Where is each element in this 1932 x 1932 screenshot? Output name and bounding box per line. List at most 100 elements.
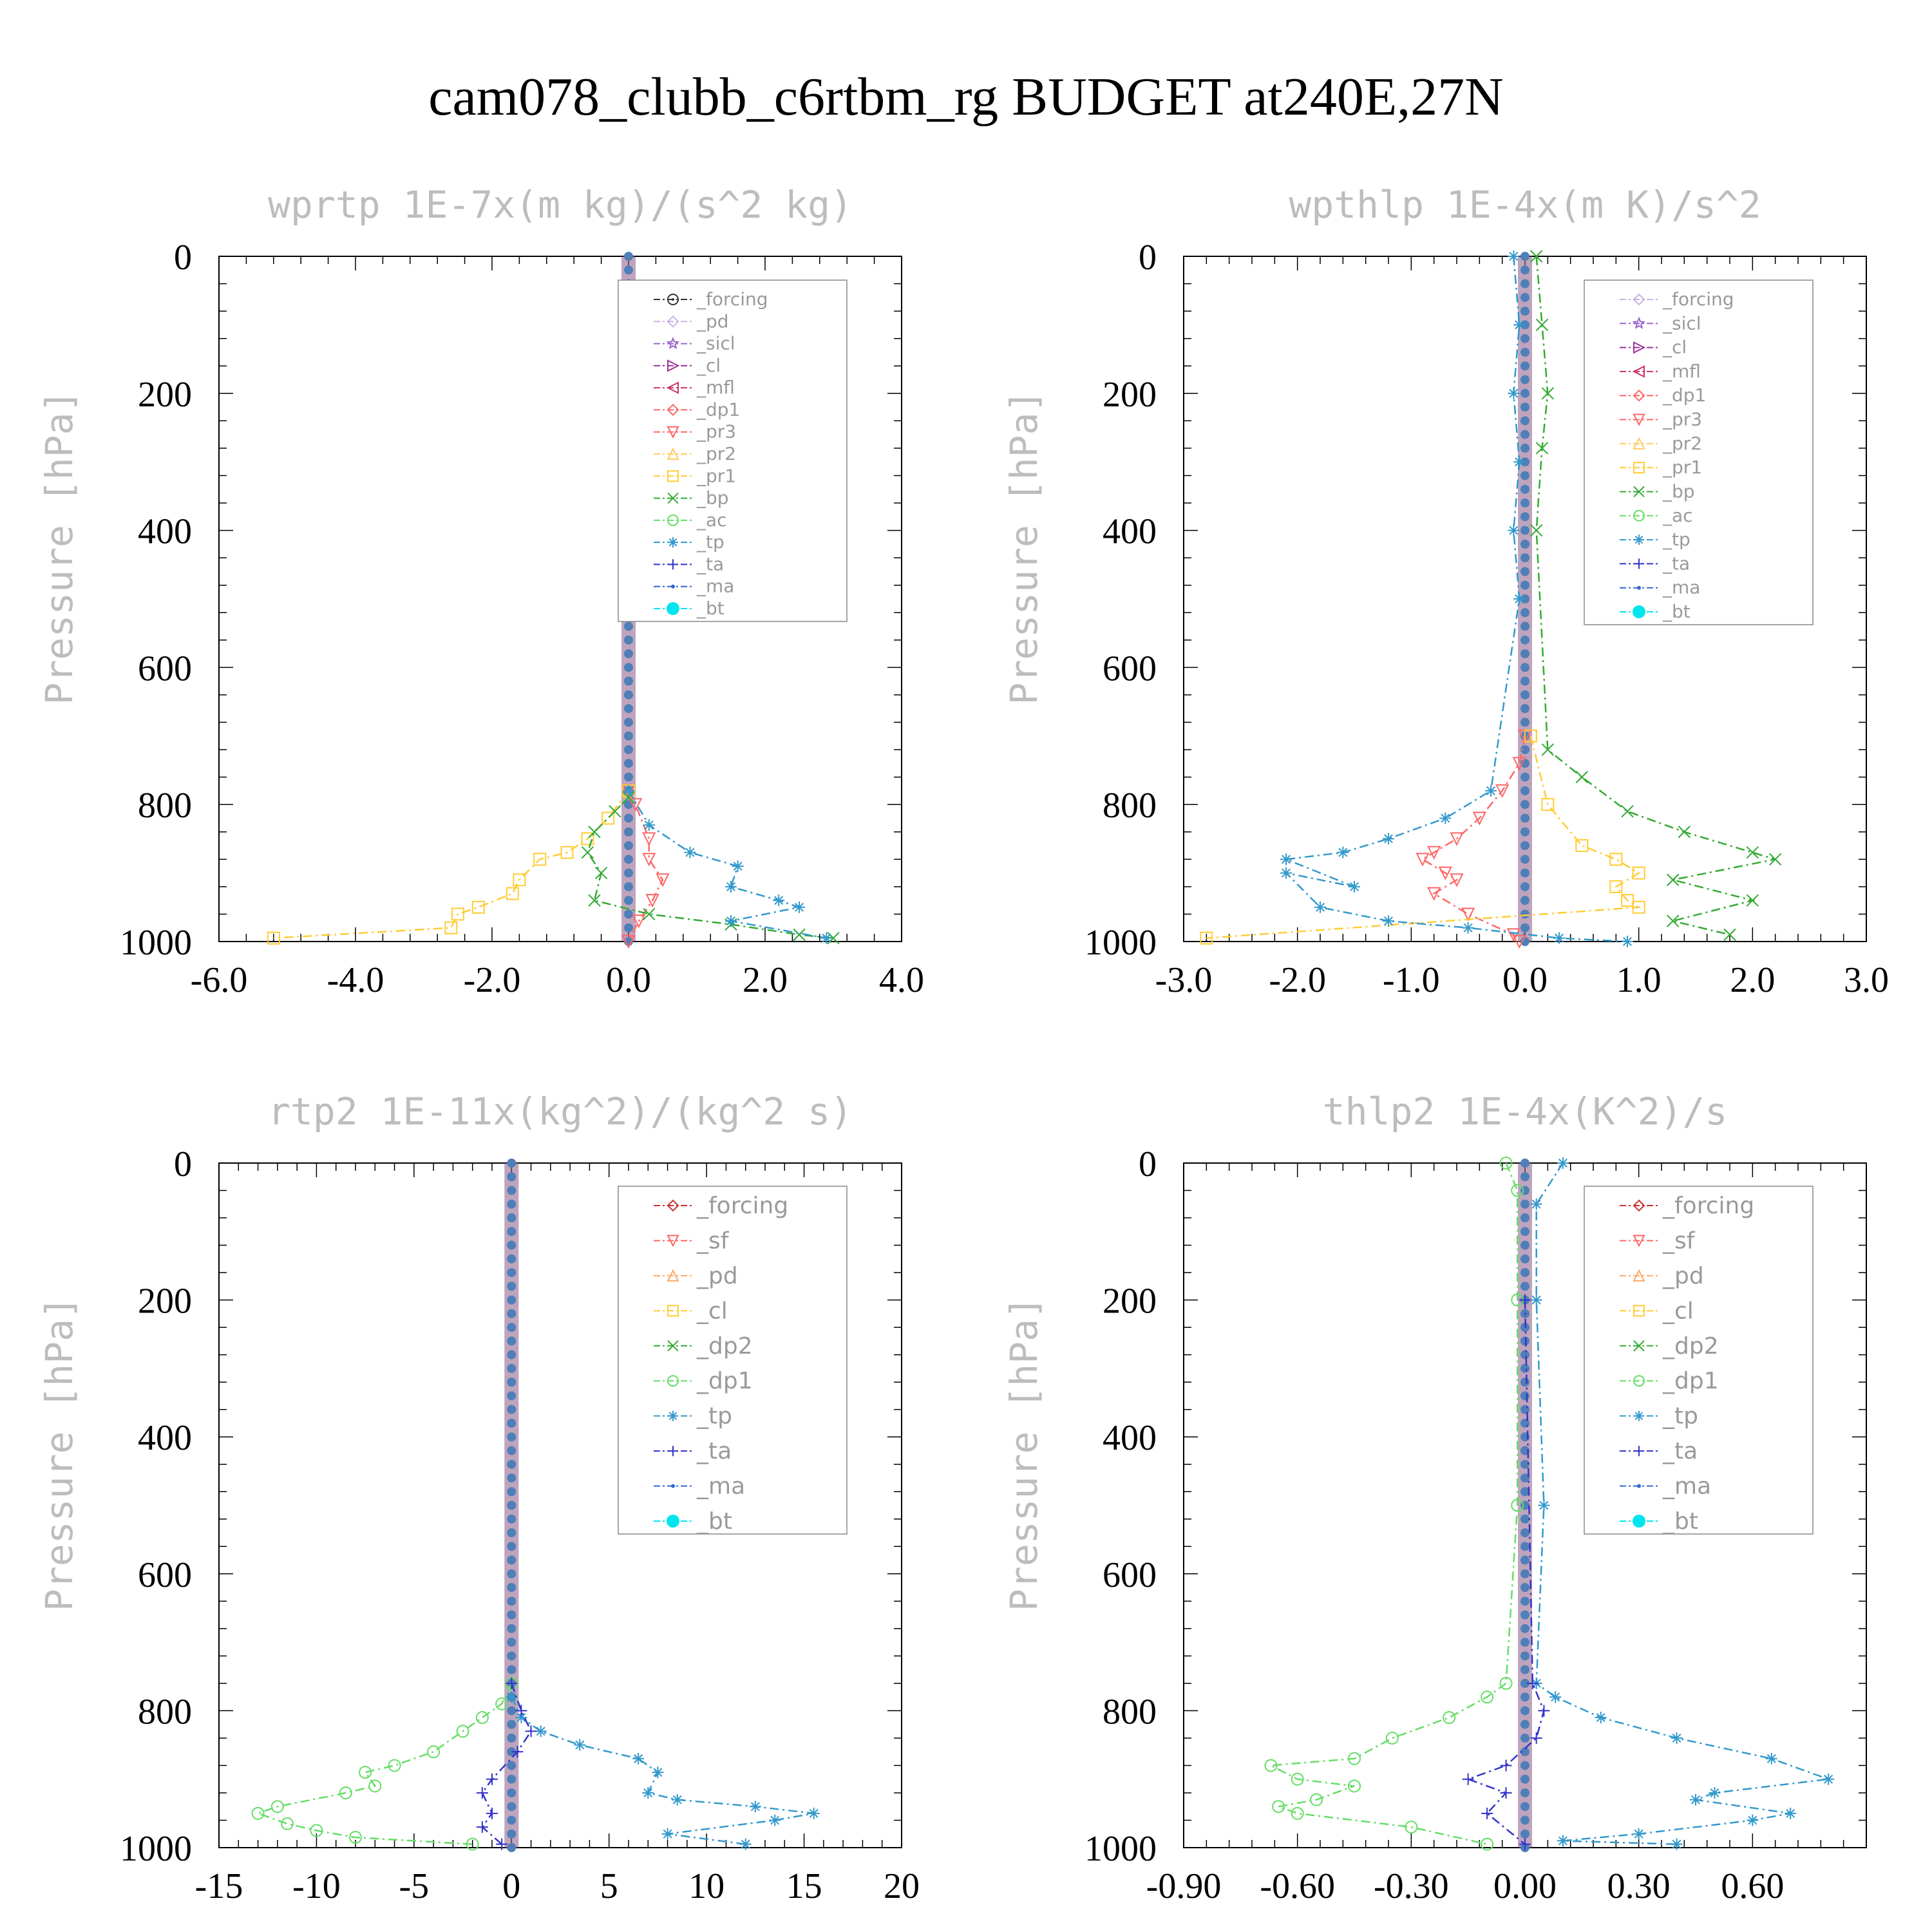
data-point — [1513, 319, 1526, 331]
legend-entry: _pr2 — [1662, 433, 1702, 454]
data-point — [1609, 880, 1623, 893]
y-axis-label: Pressure [hPa] — [1002, 390, 1046, 705]
data-point — [1575, 839, 1589, 853]
zero-marker — [507, 1473, 516, 1482]
zero-marker — [1520, 841, 1530, 851]
data-point — [1621, 805, 1634, 818]
zero-marker — [1520, 526, 1530, 535]
data-point — [594, 866, 608, 880]
data-point — [1538, 1499, 1550, 1511]
legend-marker — [667, 1269, 679, 1282]
data-point — [1310, 1793, 1323, 1806]
legend-entry: _pr1 — [696, 465, 736, 486]
zero-marker — [1520, 1282, 1530, 1291]
legend-marker — [667, 1515, 679, 1528]
series-line — [1421, 735, 1526, 942]
data-point — [1450, 832, 1464, 846]
data-point — [1349, 880, 1360, 893]
data-point — [628, 798, 643, 812]
data-point — [1723, 928, 1736, 942]
zero-marker — [507, 1378, 516, 1387]
zero-marker — [1520, 1692, 1530, 1702]
data-point — [1272, 1800, 1285, 1814]
data-point — [1383, 915, 1394, 927]
y-tick-label: 1000 — [120, 1829, 192, 1869]
zero-marker — [1520, 909, 1530, 919]
data-point — [339, 1786, 352, 1799]
legend-entry: _bt — [696, 598, 724, 619]
zero-marker — [507, 1583, 516, 1593]
data-point — [1747, 1814, 1759, 1826]
legend-marker — [1633, 605, 1645, 618]
data-point — [643, 907, 656, 921]
y-tick-label: 400 — [138, 512, 192, 552]
data-point — [1348, 1779, 1361, 1793]
zero-marker — [1520, 635, 1530, 645]
zero-marker — [1520, 1802, 1530, 1812]
data-point — [281, 1817, 294, 1830]
x-tick-label: 0.30 — [1607, 1866, 1671, 1906]
data-point — [1678, 826, 1691, 838]
zero-marker — [1520, 1638, 1530, 1647]
data-point — [1512, 757, 1526, 771]
legend-entry: _ma — [1662, 1473, 1711, 1500]
zero-marker — [507, 1405, 516, 1414]
zero-marker — [1520, 1487, 1530, 1497]
zero-marker — [1520, 608, 1530, 618]
zero-marker — [1520, 663, 1530, 672]
data-point — [1622, 936, 1633, 947]
legend-box — [1584, 1186, 1814, 1535]
data-point — [642, 832, 656, 846]
legend-entry: _dp1 — [696, 1368, 753, 1394]
zero-marker — [624, 759, 633, 768]
legend-marker — [666, 381, 679, 394]
data-point — [1264, 1759, 1278, 1772]
legend-entry: _cl — [696, 1298, 728, 1324]
x-tick-label: 0.0 — [1502, 960, 1548, 1000]
data-point — [643, 819, 655, 831]
data-point — [1439, 812, 1452, 824]
legend-entry: _tp — [696, 1403, 732, 1430]
zero-marker — [507, 1309, 516, 1318]
data-point — [645, 894, 659, 908]
legend-entry: _cl — [1662, 1298, 1694, 1324]
zero-marker — [1520, 375, 1530, 384]
series-pr3 — [1416, 729, 1532, 949]
data-point — [1481, 1807, 1493, 1819]
zero-marker — [1520, 1542, 1530, 1551]
zero-marker — [1520, 1747, 1530, 1757]
zero-marker — [1520, 402, 1530, 412]
zero-marker — [1520, 512, 1530, 522]
legend: _forcing _sf _pd _cl _dp2 _dp1 _tp _ta _ma _bt — [1584, 1186, 1814, 1535]
data-point — [588, 894, 601, 907]
data-point — [1427, 846, 1441, 860]
y-tick-label: 1000 — [120, 923, 192, 963]
y-tick-label: 800 — [138, 786, 192, 826]
data-point — [506, 887, 519, 900]
zero-marker — [1520, 361, 1530, 371]
legend-entry: _bp — [1662, 480, 1695, 502]
data-point — [1500, 1786, 1512, 1799]
x-tick-label: 0.0 — [606, 960, 651, 1000]
data-point — [632, 1752, 645, 1765]
data-point — [773, 895, 785, 907]
data-point — [515, 1705, 527, 1717]
x-tick-label: -0.60 — [1260, 1866, 1335, 1906]
data-point — [1519, 1294, 1531, 1306]
zero-marker — [624, 896, 633, 905]
data-point — [1530, 1198, 1542, 1210]
panel-2: wpthlp 1E-4x(m K)/s^2 Pressure [hPa] -3.0 -… — [1002, 183, 1889, 1000]
series-line — [511, 1696, 814, 1845]
zero-marker — [1520, 1665, 1530, 1674]
zero-marker — [624, 827, 633, 837]
data-point — [1553, 932, 1565, 944]
zero-marker — [1520, 292, 1530, 302]
zero-marker — [1520, 388, 1530, 398]
legend-marker — [1637, 1484, 1641, 1488]
data-point — [725, 915, 737, 927]
y-axis-label: Pressure [hPa] — [37, 390, 81, 705]
zero-marker — [1520, 621, 1530, 631]
zero-marker — [1520, 347, 1530, 357]
data-point — [535, 1725, 547, 1738]
